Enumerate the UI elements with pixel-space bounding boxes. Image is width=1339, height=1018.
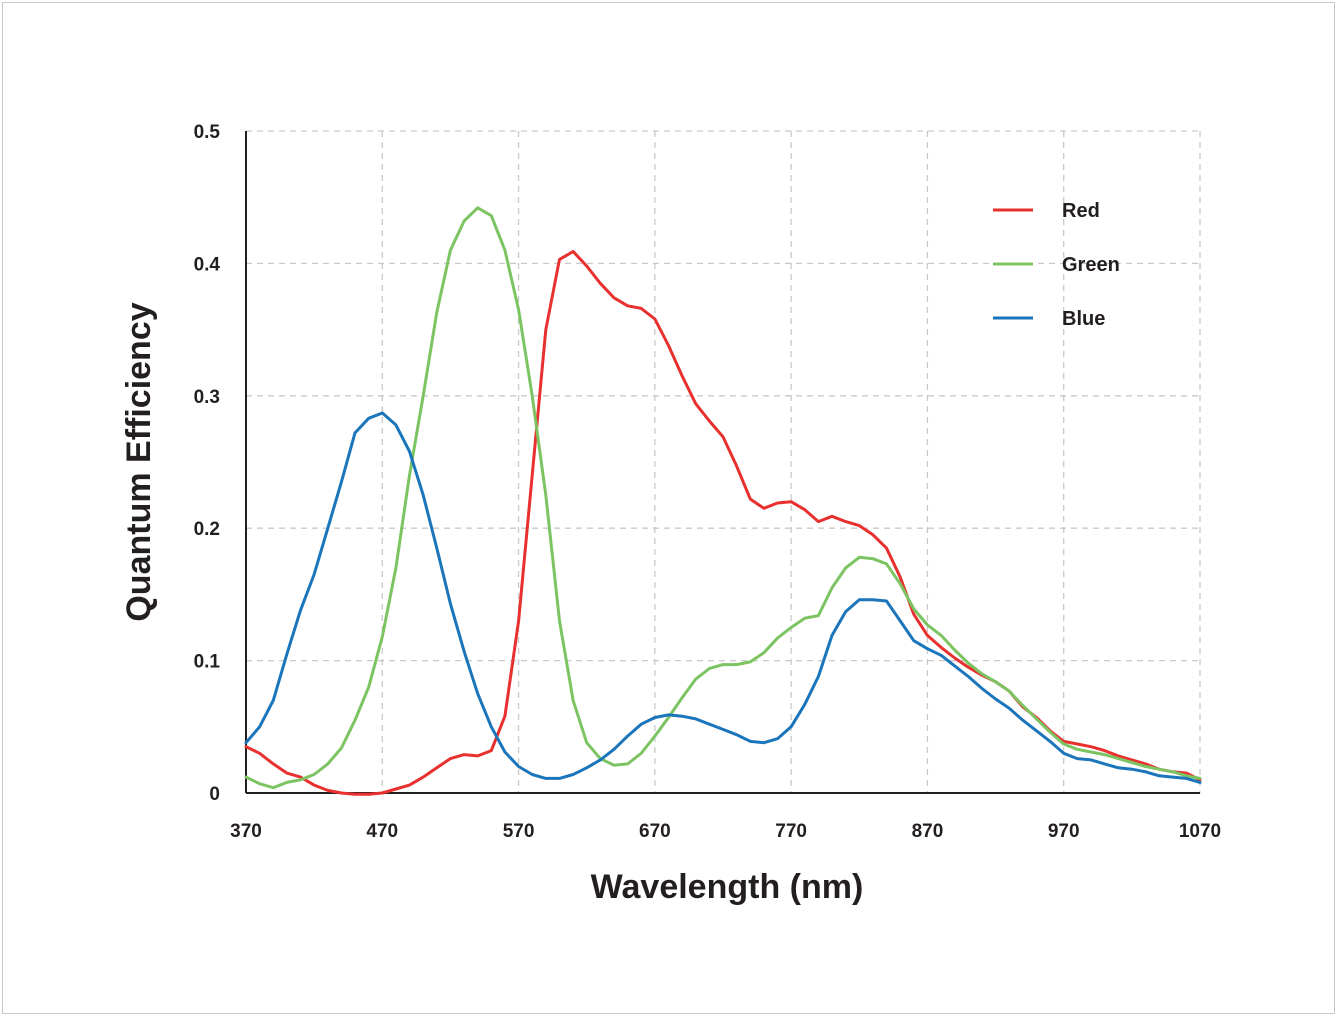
x-tick-label: 670	[639, 821, 671, 842]
y-tick-labels: 0 0.1 0.2 0.3 0.4 0.5	[194, 122, 221, 805]
series-line-green	[244, 206, 1202, 790]
x-tick-label: 770	[775, 821, 807, 842]
y-tick-label: 0	[209, 784, 220, 805]
axes	[245, 131, 1200, 794]
series-line-red	[244, 250, 1202, 796]
x-tick-label: 1070	[1179, 821, 1221, 842]
x-tick-label: 370	[230, 821, 262, 842]
y-tick-label: 0.1	[194, 652, 221, 673]
legend-label-green: Green	[1062, 254, 1120, 276]
x-tick-label: 470	[366, 821, 398, 842]
x-tick-label: 970	[1048, 821, 1080, 842]
x-tick-label: 570	[503, 821, 535, 842]
y-axis-title: Quantum Efficiency	[120, 302, 158, 621]
x-tick-labels: 370 470 570 670 770 870 970 1070	[230, 821, 1221, 842]
series-lines	[244, 206, 1202, 796]
grid	[246, 130, 1201, 793]
legend: Red Green Blue	[993, 200, 1120, 330]
y-tick-label: 0.3	[194, 387, 220, 408]
legend-label-red: Red	[1062, 200, 1100, 222]
y-tick-label: 0.4	[194, 254, 221, 275]
x-tick-label: 870	[912, 821, 944, 842]
series-line-blue	[244, 411, 1202, 784]
x-axis-title: Wavelength (nm)	[591, 868, 864, 906]
legend-label-blue: Blue	[1062, 308, 1105, 330]
y-tick-label: 0.5	[194, 122, 221, 143]
y-tick-label: 0.2	[194, 519, 220, 540]
